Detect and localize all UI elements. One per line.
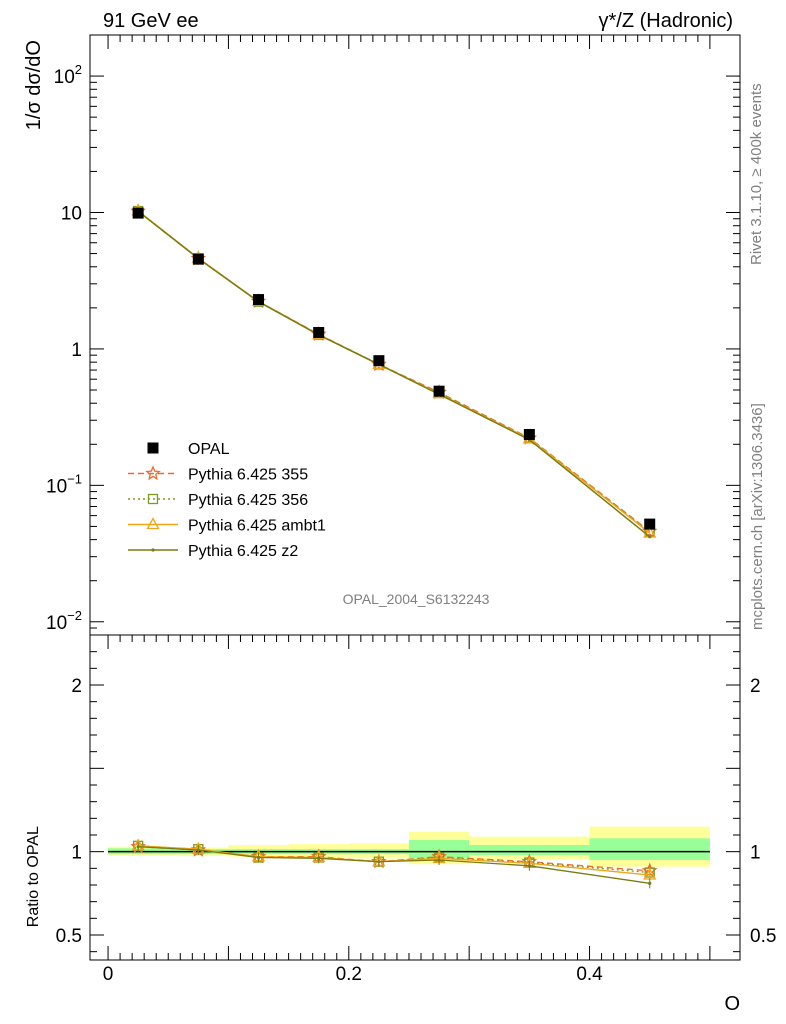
legend-label: Pythia 6.425 356 <box>188 492 308 509</box>
data-point-opal <box>132 207 144 219</box>
data-point-opal <box>523 428 535 440</box>
ratio-data-point <box>437 858 441 862</box>
watermark: OPAL_2004_S6132243 <box>343 591 490 607</box>
data-point <box>648 535 652 539</box>
x-axis-label: O <box>724 993 740 1015</box>
legend-label: Pythia 6.425 z2 <box>188 543 298 560</box>
y-tick-label: 10 <box>61 203 82 224</box>
ratio-series-line-3 <box>138 846 650 884</box>
legend-marker <box>146 517 160 530</box>
legend-label: OPAL <box>188 441 230 458</box>
y-tick-label: 1 <box>71 340 82 361</box>
y-tick-label: 10−2 <box>46 608 82 634</box>
rivet-label: Rivet 3.1.10, ≥ 400k events <box>748 83 765 265</box>
legend-marker <box>145 465 161 481</box>
data-point-opal <box>433 385 445 397</box>
y-axis-label: 1/σ dσ/dO <box>23 40 45 130</box>
ratio-y-tick-label: 2 <box>71 676 82 697</box>
ratio-y-tick-label: 0.5 <box>56 926 82 947</box>
ratio-y-tick-label-right: 1 <box>750 843 761 864</box>
ratio-data-point <box>527 864 531 868</box>
mcplots-label: mcplots.cern.ch [arXiv:1306.3436] <box>749 403 766 630</box>
data-point-opal <box>253 294 265 306</box>
legend-marker <box>151 548 155 552</box>
series-line-4 <box>137 210 651 538</box>
y-tick-exponent: 2 <box>75 62 82 77</box>
legend-marker <box>147 442 159 454</box>
data-point-opal <box>644 518 656 530</box>
x-tick-label: 0 <box>103 964 114 985</box>
y-tick-label: 102 <box>54 62 82 88</box>
header-left: 91 GeV ee <box>103 10 199 32</box>
ratio-y-tick-label-right: 0.5 <box>750 926 776 947</box>
legend-marker <box>147 493 159 505</box>
data-point-opal <box>313 326 325 338</box>
legend-label: Pythia 6.425 ambt1 <box>188 518 326 535</box>
ratio-data-point <box>136 845 140 849</box>
y-tick-exponent: −1 <box>67 471 82 486</box>
ratio-y-axis-label: Ratio to OPAL <box>25 826 42 927</box>
ratio-data-point <box>648 881 652 885</box>
legend-label: Pythia 6.425 355 <box>188 467 308 484</box>
ratio-frame <box>89 634 741 961</box>
x-tick-label: 0.2 <box>336 964 362 985</box>
y-tick-label: 10−1 <box>46 471 82 497</box>
ratio-y-tick-label: 1 <box>71 843 82 864</box>
ratio-panel: 0.5 0.5 1 1 2 2 0 0.2 0.4 Ratio to OPAL O <box>25 634 776 1015</box>
main-panel: 10−2 10−1 1 10 102 1/σ dσ/dO OPAL_2004_S613224… <box>23 34 741 636</box>
ratio-data-point <box>196 848 200 852</box>
ratio-data-point <box>317 856 321 860</box>
data-point-opal <box>373 355 385 367</box>
y-tick-exponent: −2 <box>67 608 82 623</box>
ratio-data-point <box>256 855 261 860</box>
uncertainty-band-inner <box>589 838 710 860</box>
header-right: γ*/Z (Hadronic) <box>599 10 733 32</box>
data-point-opal <box>192 253 204 265</box>
uncertainty-band-inner <box>469 845 590 855</box>
ratio-y-tick-label-right: 2 <box>750 676 761 697</box>
ratio-data-point <box>377 860 381 864</box>
x-tick-label: 0.4 <box>576 964 603 985</box>
